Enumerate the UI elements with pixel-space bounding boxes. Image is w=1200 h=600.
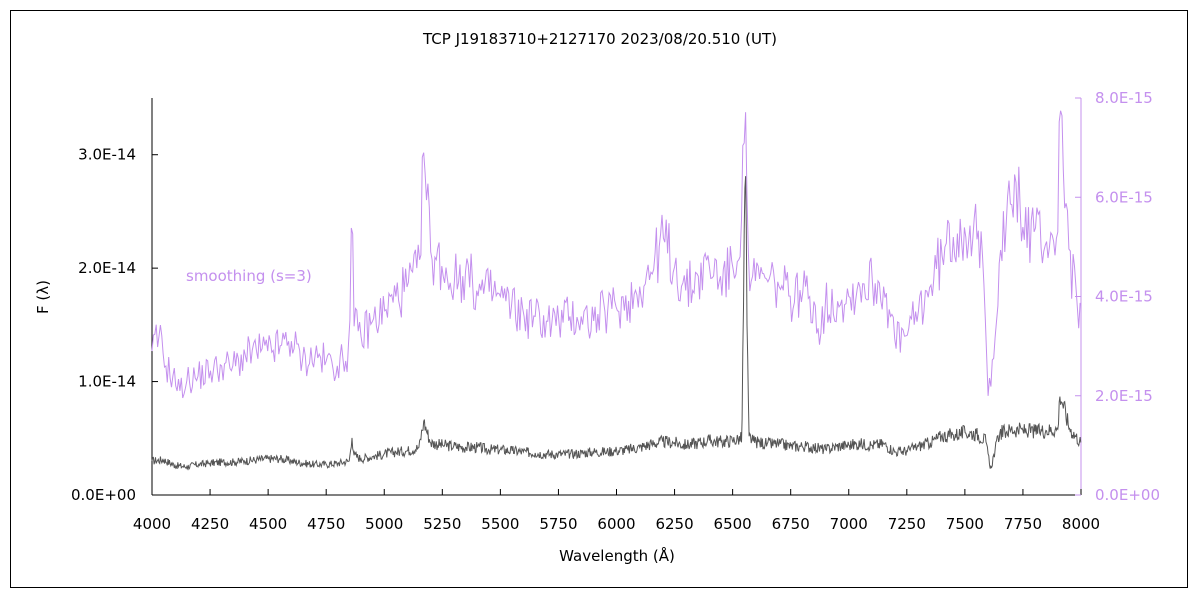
x-tick-label: 4500 bbox=[249, 515, 287, 533]
x-tick-label: 4250 bbox=[191, 515, 229, 533]
smoothed-spectrum-line bbox=[151, 110, 1081, 399]
y-axis-label: F (λ) bbox=[34, 280, 52, 314]
x-tick-label: 5500 bbox=[481, 515, 519, 533]
x-tick-label: 6500 bbox=[714, 515, 752, 533]
raw-spectrum-line bbox=[151, 176, 1082, 471]
chart-frame bbox=[10, 10, 1188, 588]
x-tick-label: 7000 bbox=[830, 515, 868, 533]
x-tick-label: 5000 bbox=[365, 515, 403, 533]
y-left-tick-label: 1.0E-14 bbox=[78, 373, 136, 391]
x-tick-label: 7750 bbox=[1004, 515, 1042, 533]
x-tick-label: 7500 bbox=[946, 515, 984, 533]
x-tick-label: 4000 bbox=[133, 515, 171, 533]
y-left-tick-label: 3.0E-14 bbox=[78, 146, 136, 164]
x-tick-label: 8000 bbox=[1062, 515, 1100, 533]
y-right-tick-label: 8.0E-15 bbox=[1095, 89, 1153, 107]
x-tick-label: 5250 bbox=[423, 515, 461, 533]
x-tick-label: 6250 bbox=[655, 515, 693, 533]
y-left-tick-label: 2.0E-14 bbox=[78, 259, 136, 277]
y-right-tick-label: 6.0E-15 bbox=[1095, 188, 1153, 206]
x-tick-label: 5750 bbox=[539, 515, 577, 533]
x-tick-label: 6000 bbox=[597, 515, 635, 533]
y-right-tick-label: 0.0E+00 bbox=[1095, 486, 1160, 504]
chart-title: TCP J19183710+2127170 2023/08/20.510 (UT… bbox=[422, 30, 777, 48]
y-right-tick-label: 2.0E-15 bbox=[1095, 387, 1153, 405]
x-axis-label: Wavelength (Å) bbox=[559, 546, 675, 565]
x-tick-label: 7250 bbox=[888, 515, 926, 533]
y-right-tick-label: 4.0E-15 bbox=[1095, 288, 1153, 306]
smoothing-annotation: smoothing (s=3) bbox=[186, 267, 312, 285]
x-tick-label: 6750 bbox=[772, 515, 810, 533]
y-left-tick-label: 0.0E+00 bbox=[71, 486, 136, 504]
x-tick-label: 4750 bbox=[307, 515, 345, 533]
